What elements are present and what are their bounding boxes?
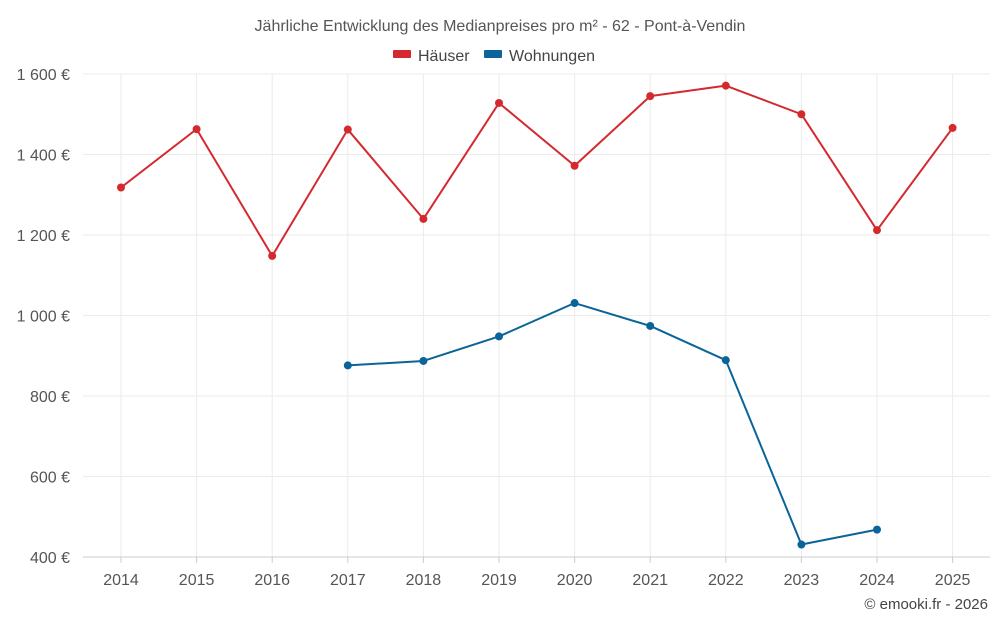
data-point-haeuser-2020[interactable] [570,161,579,170]
x-tick-label: 2017 [330,572,366,589]
data-point-wohnungen-2018[interactable] [419,356,428,365]
y-tick-label: 600 € [30,470,70,487]
x-tick-label: 2023 [784,572,820,589]
y-tick-label: 1 400 € [17,148,70,165]
legend-item-haeuser[interactable]: Häuser [393,48,470,65]
data-point-wohnungen-2021[interactable] [646,321,655,330]
x-tick-label: 2022 [708,572,744,589]
legend-swatch-wohnungen [484,50,502,58]
x-tick-label: 2016 [254,572,290,589]
chart-title: Jährliche Entwicklung des Medianpreises … [255,18,746,35]
x-tick-label: 2019 [481,572,517,589]
series [117,81,957,549]
series-wohnungen [343,299,881,549]
data-point-haeuser-2014[interactable] [117,183,125,192]
data-point-haeuser-2021[interactable] [646,92,655,101]
x-tick-label: 2025 [935,572,971,589]
series-line-haeuser [120,84,954,257]
x-tick-label: 2018 [406,572,442,589]
y-tick-label: 1 200 € [17,228,70,245]
legend-swatch-haeuser [393,50,411,58]
data-point-wohnungen-2024[interactable] [873,525,881,534]
data-point-wohnungen-2023[interactable] [797,540,806,549]
y-tick-label: 1 600 € [17,67,70,84]
data-point-haeuser-2015[interactable] [192,125,201,134]
y-tick-label: 400 € [30,550,70,567]
x-tick-label: 2021 [632,572,668,589]
x-tick-label: 2014 [103,572,139,589]
y-tick-label: 1 000 € [17,309,70,326]
legend-item-wohnungen[interactable]: Wohnungen [484,48,595,65]
y-axis: 400 € 600 € 800 € 1 000 € 1 200 € 1 400 € 1 60… [17,67,70,567]
series-line-wohnungen [347,302,878,546]
data-point-wohnungen-2020[interactable] [570,299,579,308]
data-point-haeuser-2017[interactable] [343,125,352,134]
grid [83,73,990,557]
data-point-haeuser-2024[interactable] [873,226,881,235]
x-tick-label: 2024 [859,572,895,589]
legend: Häuser Wohnungen [393,48,595,65]
data-point-haeuser-2022[interactable] [721,81,730,90]
data-point-haeuser-2018[interactable] [419,214,428,223]
data-point-haeuser-2016[interactable] [268,251,277,260]
legend-label-wohnungen: Wohnungen [509,48,595,65]
data-point-wohnungen-2017[interactable] [343,361,352,370]
data-point-wohnungen-2019[interactable] [495,332,503,341]
x-tick-label: 2015 [179,572,215,589]
credit-text: © emooki.fr - 2026 [864,596,988,613]
series-haeuser [117,81,957,260]
y-tick-label: 800 € [30,389,70,406]
data-point-haeuser-2019[interactable] [495,98,503,107]
x-tick-label: 2020 [557,572,593,589]
x-axis: 2014 2015 2016 2017 2018 2019 2020 2021 2022 2023… [83,556,990,589]
data-point-haeuser-2025[interactable] [948,123,957,132]
data-point-wohnungen-2022[interactable] [721,356,730,365]
data-point-haeuser-2023[interactable] [797,110,806,119]
legend-label-haeuser: Häuser [418,48,470,65]
